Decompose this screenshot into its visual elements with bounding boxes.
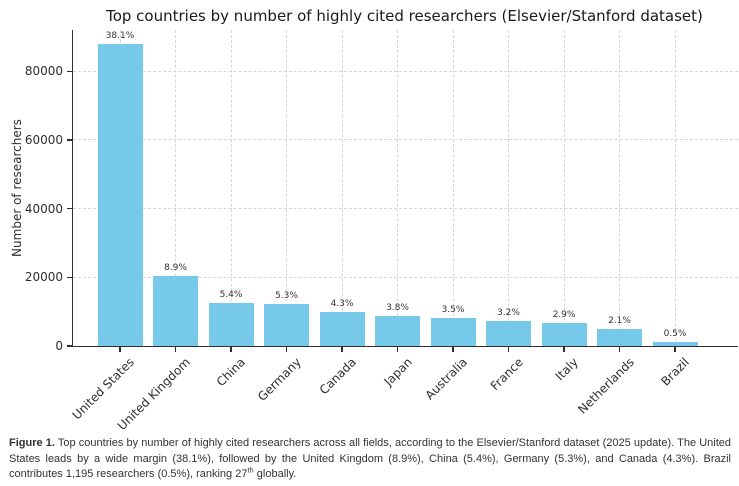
gridline-v [563,30,565,346]
figure-caption: Figure 1. Top countries by number of high… [9,436,731,483]
x-tick [507,346,510,352]
x-tick-label-japan: Japan [380,355,415,389]
caption-body: Top countries by number of highly cited … [9,437,732,480]
bar-value-label: 3.2% [497,307,520,318]
gridline-h [73,70,738,72]
bar-france [486,320,531,346]
gridline-v [674,30,676,346]
bar-value-label: 4.3% [330,299,354,309]
y-tick [67,345,72,347]
gridline-h [73,208,738,210]
x-tick [452,346,454,352]
caption-superscript: th [247,465,254,475]
bar-value-label: 3.8% [386,302,409,313]
y-tick-label: 80000 [24,64,63,79]
bar-united-states [97,43,143,346]
x-tick [285,346,288,352]
chart-title-text: Top countries by number of highly cited … [106,7,703,25]
y-tick-label: 60000 [24,132,63,147]
gridline-v [508,30,509,346]
bar-value-label: 2.1% [608,316,631,327]
gridline-h [73,139,738,141]
chart-title: Top countries by number of highly cited … [72,7,737,25]
y-tick [67,207,72,210]
gridline-v [286,30,287,346]
gridline-h [73,276,738,278]
bar-value-label: 2.9% [552,310,576,320]
bar-value-label: 0.5% [663,328,687,339]
x-tick-label-france: France [487,355,526,394]
y-tick-label: 20000 [24,270,63,285]
y-tick [67,276,72,278]
y-tick [67,70,72,72]
bar-netherlands [597,329,642,346]
bar-value-label: 5.4% [219,290,243,301]
gridline-v [341,30,343,346]
y-tick-label: 40000 [24,201,63,216]
x-tick [674,346,676,352]
bar-italy [541,323,587,346]
gridline-v [230,30,232,346]
bar-value-label: 3.5% [441,305,465,316]
x-tick-label-italy: Italy [552,355,581,384]
x-tick [618,346,621,352]
bar-value-label: 5.3% [275,291,298,302]
x-tick-label-germany: Germany [254,355,304,404]
gridline-v [175,30,176,346]
bar-china [208,303,254,346]
plot-area: 38.1% United States 8.9% United Kingdom 5.4%… [70,30,738,433]
bar-canada [319,312,365,346]
x-tick-label-australia: Australia [422,355,470,403]
bar-australia [430,318,476,346]
x-tick-label-canada: Canada [316,355,359,398]
x-tick-label-brazil: Brazil [658,355,692,389]
gridline-v [452,30,454,346]
y-tick-label: 0 [55,339,63,353]
x-tick [396,346,399,352]
bar-united-kingdom [153,275,198,346]
x-tick [174,346,177,352]
bar-value-label: 38.1% [105,30,135,41]
caption-label: Figure 1. [9,437,55,449]
gridline-v [397,30,398,346]
gridline-v [619,30,620,346]
caption-body-end: globally. [253,468,297,480]
x-tick [563,346,565,352]
bar-brazil [652,341,698,346]
bar-germany [264,304,309,346]
x-tick-label-china: China [213,355,248,390]
bar-value-label: 8.9% [164,262,187,273]
x-tick [119,346,121,352]
x-tick-label-netherlands: Netherlands [574,355,637,417]
y-tick [67,139,72,141]
x-tick [341,346,343,352]
bar-japan [375,315,420,346]
x-tick [230,346,232,352]
